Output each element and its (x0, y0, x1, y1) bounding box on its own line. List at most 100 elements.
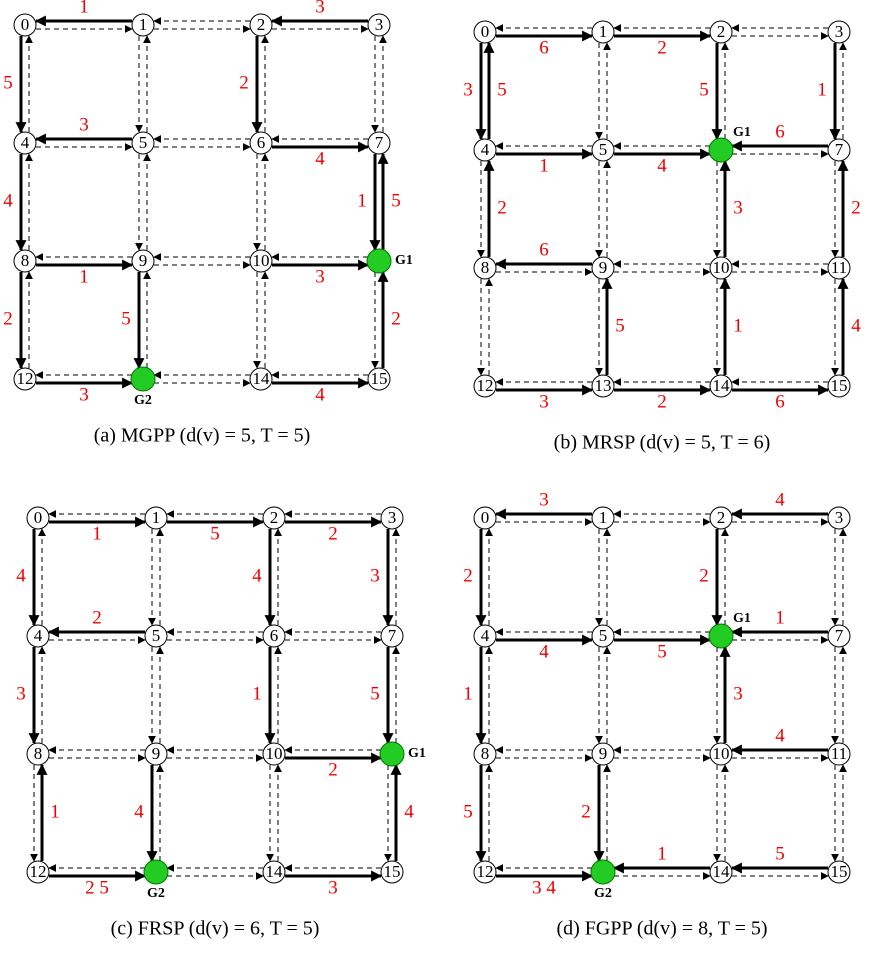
node (367, 131, 391, 155)
node-label: 7 (388, 626, 397, 645)
node (367, 367, 391, 391)
edge-label: 1 (50, 801, 60, 822)
node-label: 11 (831, 744, 847, 763)
node (827, 624, 851, 648)
node-label: 15 (831, 862, 848, 881)
edge-label: 1 (775, 607, 785, 628)
goal-node (366, 248, 392, 274)
goal-node (143, 859, 169, 885)
node (473, 506, 497, 530)
node (13, 249, 37, 273)
node (473, 742, 497, 766)
node (591, 742, 615, 766)
edge-label: 3 (79, 384, 89, 405)
edge-label: 1 (92, 523, 102, 544)
node (26, 860, 50, 884)
node (131, 131, 155, 155)
edge-label: 2 (657, 37, 667, 58)
node (591, 374, 615, 398)
node (473, 860, 497, 884)
node-label: 15 (371, 369, 388, 388)
edge-label: 4 (775, 725, 785, 746)
node (827, 20, 851, 44)
node-label: 8 (481, 258, 490, 277)
node-label: 3 (835, 508, 844, 527)
node-label: 10 (266, 744, 283, 763)
goal-label: G1 (733, 125, 751, 140)
edge-label: 2 (328, 759, 338, 780)
caption: (b) MRSP (d(v) = 5, T = 6) (554, 432, 771, 454)
node (827, 742, 851, 766)
node-label: 3 (375, 15, 384, 34)
node (249, 131, 273, 155)
node-label: 0 (21, 15, 30, 34)
node (13, 367, 37, 391)
node (262, 506, 286, 530)
goal-node (708, 137, 734, 163)
edge-label: 2 (239, 72, 249, 93)
node-label: 12 (477, 376, 494, 395)
edge-label: 2 (463, 565, 473, 586)
node (473, 256, 497, 280)
goal-label: G1 (408, 746, 426, 761)
edge-label: 1 (539, 155, 549, 176)
node (827, 256, 851, 280)
node-label: 4 (481, 626, 490, 645)
node-label: 1 (152, 508, 161, 527)
edge-label: 6 (539, 239, 549, 260)
node-label: 0 (481, 508, 490, 527)
edge-label: 2 (3, 308, 13, 329)
node-label: 11 (831, 258, 847, 277)
node (262, 742, 286, 766)
edge-label: 1 (79, 0, 89, 17)
node-label: 2 (717, 22, 726, 41)
node-label: 15 (831, 376, 848, 395)
caption: (c) FRSP (d(v) = 6, T = 5) (111, 918, 320, 940)
node-label: 2 (717, 508, 726, 527)
goal-node (379, 741, 405, 767)
node (709, 256, 733, 280)
node (827, 860, 851, 884)
node-label: 0 (481, 22, 490, 41)
node-label: 7 (375, 133, 384, 152)
edge-label: 4 (16, 565, 26, 586)
node-label: 6 (257, 133, 266, 152)
edge-label: 5 (391, 190, 401, 211)
edge-label: 3 (539, 391, 549, 412)
node-label: 1 (599, 508, 608, 527)
node-label: 12 (477, 862, 494, 881)
edge-label: 3 (370, 565, 380, 586)
node-label: 9 (139, 251, 148, 270)
node-label: 13 (595, 376, 612, 395)
goal-label: G1 (733, 611, 751, 626)
node-label: 6 (270, 626, 279, 645)
node-label: 9 (152, 744, 161, 763)
edge-label: 5 (463, 801, 473, 822)
edge-label: 3 (733, 197, 743, 218)
node (591, 624, 615, 648)
node (473, 20, 497, 44)
node (709, 742, 733, 766)
node (131, 13, 155, 37)
edge-label: 3 (328, 877, 338, 898)
edge-label: 3 (539, 489, 549, 510)
edge-label: 1 (252, 683, 262, 704)
edge-label: 4 (315, 148, 325, 169)
edge-label: 4 (657, 155, 667, 176)
goal-node (130, 366, 156, 392)
node-label: 3 (388, 508, 397, 527)
edge-label: 2 5 (85, 877, 109, 898)
edge-label: 2 (92, 607, 102, 628)
edge-label: 5 (210, 523, 220, 544)
node (26, 506, 50, 530)
edge-label: 3 (315, 266, 325, 287)
edge-label: 1 (357, 190, 367, 211)
edge-label: 2 (391, 308, 401, 329)
edge-label: 3 (79, 114, 89, 135)
edge-label: 4 (851, 315, 861, 336)
edge-label: 5 (615, 315, 625, 336)
node-label: 9 (599, 258, 608, 277)
